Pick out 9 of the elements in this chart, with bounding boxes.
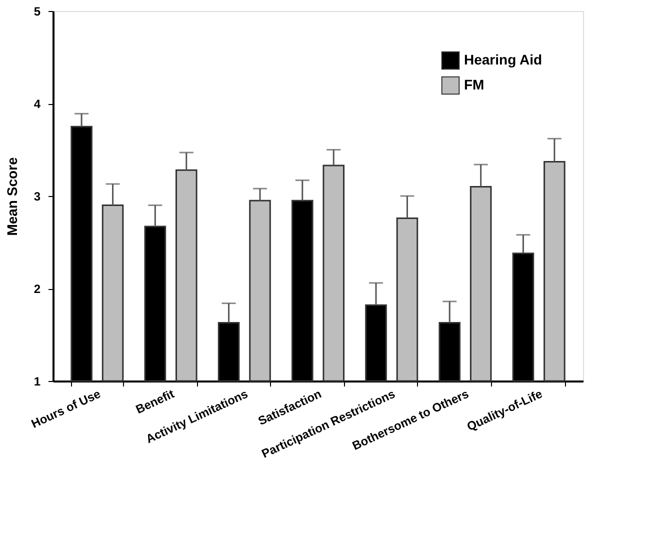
y-tick-label: 4: [34, 97, 41, 111]
y-tick-label: 3: [34, 190, 41, 204]
y-tick-label: 2: [34, 282, 41, 296]
x-tick-label: Hours of Use: [29, 386, 104, 431]
y-tick-label: 5: [34, 4, 41, 18]
legend-label: FM: [464, 76, 484, 92]
y-tick-label: 1: [34, 374, 41, 388]
legend-label: Hearing Aid: [464, 52, 542, 68]
y-axis-title: Mean Score: [4, 156, 20, 236]
